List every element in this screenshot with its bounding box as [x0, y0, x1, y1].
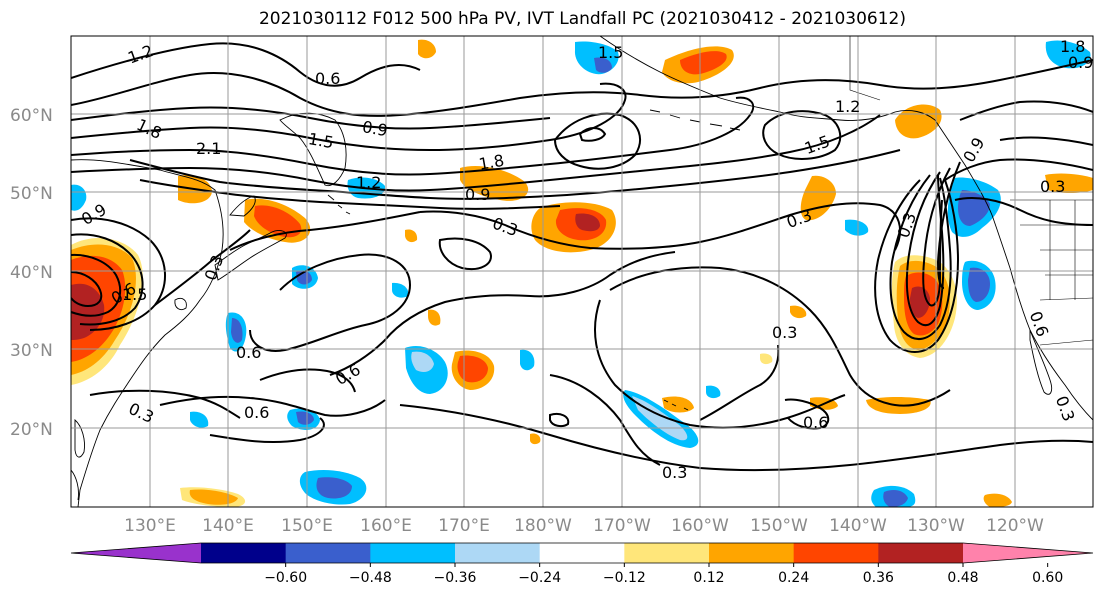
colorbar-segment [539, 543, 625, 563]
lon-label: 130°E [124, 516, 176, 536]
lon-label: 160°E [360, 516, 412, 536]
colorbar-segment [370, 543, 456, 563]
colorbar-segment [201, 543, 287, 563]
colorbar-segment [878, 543, 964, 563]
lat-label: 30°N [10, 341, 53, 361]
colorbar-tick-label: −0.48 [349, 570, 392, 586]
colorbar-tick-label: 0.48 [947, 570, 978, 586]
lon-label: 160°W [671, 516, 729, 536]
coastlines [71, 36, 1093, 507]
lon-label: 130°W [907, 516, 965, 536]
contour-label: 0.3 [662, 463, 687, 482]
contour-label: 0.6 [803, 413, 828, 432]
colorbar-segment [624, 543, 710, 563]
colorbar-tick-label: 0.36 [863, 570, 894, 586]
lon-label: 120°W [986, 516, 1044, 536]
colorbar-tick-label: −0.36 [434, 570, 477, 586]
lon-label: 140°W [829, 516, 887, 536]
colorbar: −0.60 −0.48 −0.36 −0.24 −0.12 0.12 0.24 0.36 0.4… [70, 542, 1094, 586]
lon-label: 150°W [750, 516, 808, 536]
colorbar-tick-label: 0.60 [1032, 570, 1063, 586]
contour-label: 0.6 [315, 69, 340, 88]
colorbar-segment [709, 543, 795, 563]
contour-label: 0.3 [1040, 177, 1065, 196]
contour-label: 0.9 [361, 117, 389, 140]
lat-label: 40°N [10, 263, 53, 283]
contour-label: 1.5 [307, 129, 335, 152]
lat-label: 60°N [10, 106, 53, 126]
contour-label: 1.2 [835, 97, 860, 116]
colorbar-tick-label: −0.12 [603, 570, 646, 586]
colorbar-extend-max [963, 543, 1093, 563]
contour-label: 0.3 [772, 323, 797, 342]
colorbar-segment [455, 543, 541, 563]
colorbar-tick-label: 0.24 [778, 570, 809, 586]
contour-label: 0.6 [236, 343, 261, 362]
colorbar-tick-label: −0.24 [518, 570, 561, 586]
colorbar-extend-min [71, 543, 201, 563]
lon-label: 140°E [202, 516, 254, 536]
contour-label: 1.2 [356, 173, 381, 192]
contour-label: 0.6 [244, 403, 269, 422]
pv-contours [71, 42, 1093, 472]
lat-label: 20°N [10, 420, 53, 440]
figure-title: 2021030112 F012 500 hPa PV, IVT Landfall… [258, 9, 906, 29]
colorbar-tick-label: 0.12 [693, 570, 724, 586]
lon-label: 170°W [593, 516, 651, 536]
lon-label: 170°E [438, 516, 490, 536]
latitude-labels: 60°N 50°N 40°N 30°N 20°N [10, 106, 53, 440]
colorbar-tick-label: −0.60 [264, 570, 307, 586]
lon-label: 150°E [281, 516, 333, 536]
graticule [71, 36, 1093, 507]
contour-label: 1.8 [477, 151, 505, 174]
longitude-labels: 130°E 140°E 150°E 160°E 170°E 180°W 170°… [124, 516, 1044, 536]
colorbar-segment [793, 543, 879, 563]
map-frame [70, 35, 1094, 508]
contour-label: 1.8 [1060, 37, 1085, 56]
political-borders [849, 36, 1093, 346]
contour-label: 0.9 [465, 185, 490, 204]
lat-label: 50°N [10, 184, 53, 204]
colorbar-segment [285, 543, 371, 563]
contour-label: 0.9 [1068, 53, 1093, 72]
contour-label: 1.5 [598, 43, 623, 62]
contour-label: 1.5 [122, 285, 147, 304]
contour-label: 2.1 [196, 139, 221, 158]
colorbar-outline [70, 542, 1094, 564]
lon-label: 180°W [514, 516, 572, 536]
